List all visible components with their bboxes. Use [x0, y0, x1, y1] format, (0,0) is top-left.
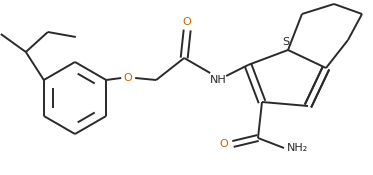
Text: O: O [220, 139, 228, 149]
Text: NH: NH [210, 75, 226, 85]
Text: O: O [124, 73, 132, 83]
Text: O: O [183, 17, 192, 27]
Text: S: S [282, 37, 289, 47]
Text: NH₂: NH₂ [287, 143, 308, 153]
